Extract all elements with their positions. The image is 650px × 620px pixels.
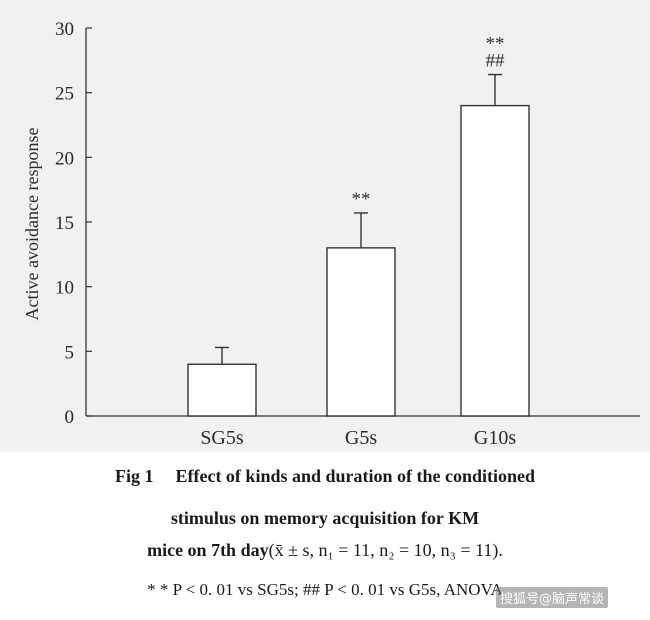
caption-title: Effect of kinds and duration of the cond…: [175, 466, 536, 486]
chart-area: 0 5 10 15 20 25 30 Active avoidance response SG5…: [0, 0, 650, 452]
caption-line-2: stimulus on memory acquisition for KM: [170, 508, 480, 528]
figure-label: Fig 1: [114, 466, 154, 486]
y-tick-label: 30: [55, 19, 74, 40]
significance-marker: **: [486, 34, 505, 55]
y-tick-label: 0: [65, 407, 75, 428]
y-axis-label: Active avoidance response: [22, 128, 42, 321]
watermark: 搜狐号@脑声常谈: [495, 587, 608, 608]
bar-G5s: [326, 247, 396, 417]
bar-G10s: [460, 104, 530, 417]
y-tick-label: 10: [55, 278, 74, 299]
caption-line-3: mice on 7th day(x̄ ± s, n₁ = 11, n₂ = 10…: [0, 540, 650, 561]
y-tick-label: 15: [55, 213, 74, 234]
caption-significance-note: * * P < 0. 01 vs SG5s; ## P < 0. 01 vs G…: [147, 580, 503, 599]
significance-marker: **: [352, 189, 371, 210]
x-tick-label: SG5s: [200, 427, 244, 449]
bar-SG5s: [187, 363, 257, 417]
caption-line-3-bold: mice on 7th day: [147, 540, 269, 560]
caption-stats: (x̄ ± s, n₁ = 11, n₂ = 10, n₃ = 11).: [268, 540, 503, 560]
y-tick-label: 25: [55, 84, 74, 105]
x-tick-label: G10s: [474, 427, 516, 449]
y-tick-label: 5: [65, 342, 75, 363]
significance-marker: ##: [486, 51, 506, 72]
bar-chart: 0 5 10 15 20 25 30 Active avoidance response SG5…: [22, 19, 640, 449]
x-tick-label: G5s: [345, 427, 377, 449]
y-tick-label: 20: [55, 148, 74, 169]
caption-title-line: Fig 1 Effect of kinds and duration of the…: [0, 466, 650, 487]
